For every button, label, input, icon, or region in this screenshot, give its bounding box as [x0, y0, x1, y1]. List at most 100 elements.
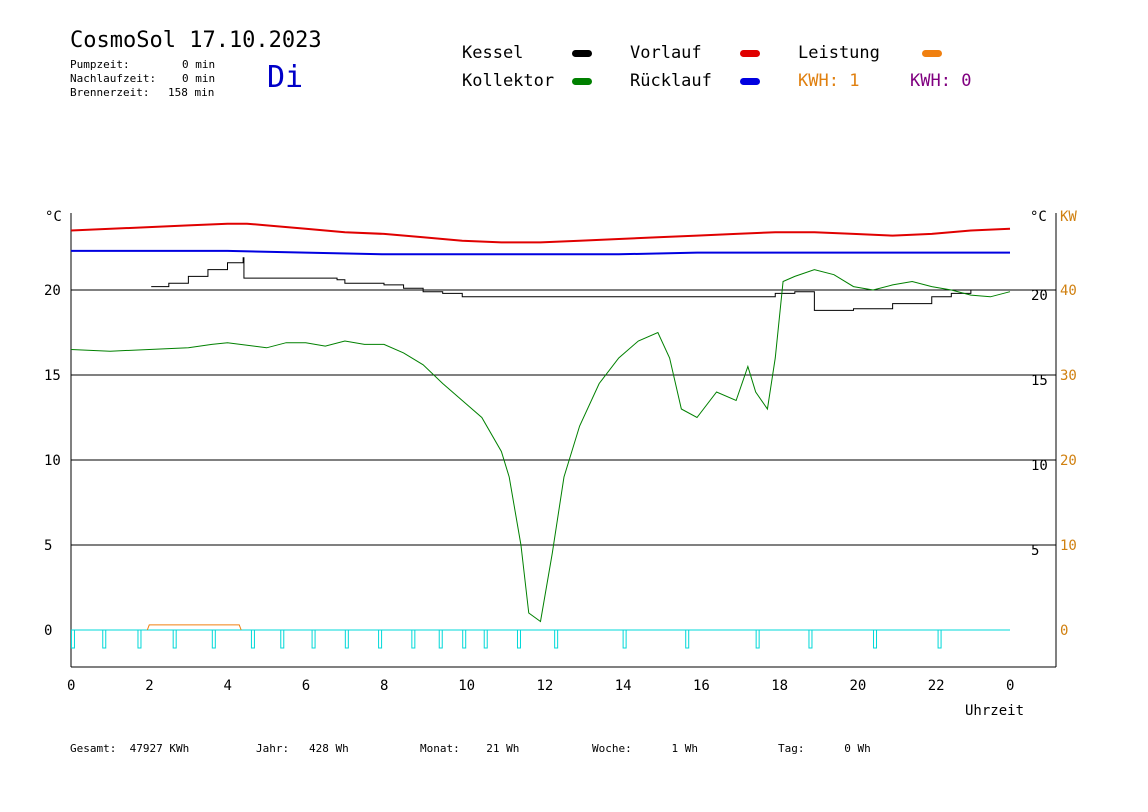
footer-jahr: Jahr: 428 Wh	[256, 742, 349, 755]
pump-pulse	[937, 629, 942, 649]
footer-value: 47927 KWh	[129, 742, 190, 755]
y-tick-label-power: 40	[1060, 283, 1077, 299]
footer-monat: Monat: 21 Wh	[420, 742, 519, 755]
legend-swatch-kessel	[572, 50, 592, 57]
y-tick-label-left: 10	[44, 453, 61, 469]
legend-swatch-ruecklauf	[740, 78, 760, 85]
x-tick-label: 4	[224, 678, 232, 694]
pump-pulse	[808, 629, 813, 649]
footer-value: 0 Wh	[844, 742, 871, 755]
kwh-label: KWH:	[910, 71, 951, 91]
kwh-label: KWH:	[798, 71, 839, 91]
pump-pulse	[873, 629, 878, 649]
y-tick-label-left: 0	[44, 623, 52, 639]
x-tick-label: 8	[380, 678, 388, 694]
stat-nachlaufzeit-value: 0 min	[182, 72, 216, 85]
pump-pulse	[554, 629, 559, 649]
pump-pulse	[755, 629, 760, 649]
series-line-kessel	[151, 257, 991, 311]
pump-pulse	[462, 629, 467, 649]
pump-pulse	[516, 629, 521, 649]
series-line-leistung	[146, 624, 242, 631]
stat-label: Nachlaufzeit:	[70, 72, 157, 85]
series-line-kollektor	[70, 269, 1011, 623]
footer-gesamt: Gesamt: 47927 KWh	[70, 742, 189, 755]
x-tick-label: 0	[1006, 678, 1014, 694]
pump-pulse	[250, 629, 255, 649]
y-tick-label-right: 10	[1031, 458, 1048, 474]
footer-tag: Tag: 0 Wh	[778, 742, 871, 755]
x-axis-label: Uhrzeit	[965, 703, 1024, 719]
legend-label-kessel: Kessel	[462, 43, 524, 63]
stat-nachlaufzeit: Nachlaufzeit:	[70, 72, 156, 85]
y-tick-label-power: 10	[1060, 538, 1077, 554]
pump-pulse	[411, 629, 416, 649]
footer-value: 428 Wh	[309, 742, 349, 755]
legend-label-ruecklauf: Rücklauf	[630, 71, 712, 91]
weekday-label: Di	[267, 60, 304, 95]
y-tick-label-left: 5	[44, 538, 52, 554]
footer-label: Tag:	[778, 742, 805, 755]
footer-label: Jahr:	[256, 742, 290, 755]
x-tick-label: 12	[537, 678, 554, 694]
pump-pulse	[211, 629, 216, 649]
stat-label: Pumpzeit:	[70, 58, 130, 71]
kwh-readout-2: KWH: 0	[910, 71, 971, 91]
x-tick-label: 18	[771, 678, 788, 694]
x-tick-label: 22	[928, 678, 945, 694]
pump-pulse	[344, 629, 349, 649]
pump-pulse	[70, 629, 75, 649]
x-tick-label: 2	[145, 678, 153, 694]
y-tick-label-left: 20	[44, 283, 61, 299]
footer-label: Woche:	[592, 742, 632, 755]
pump-pulse	[483, 629, 488, 649]
stat-brennerzeit: Brennerzeit:	[70, 86, 149, 99]
legend-swatch-kollektor	[572, 78, 592, 85]
pump-pulse	[378, 629, 383, 649]
kwh-readout-1: KWH: 1	[798, 71, 859, 91]
x-tick-label: 20	[850, 678, 867, 694]
legend-label-vorlauf: Vorlauf	[630, 43, 702, 63]
pump-pulse	[137, 629, 142, 649]
legend-label-kollektor: Kollektor	[462, 71, 555, 91]
footer-woche: Woche: 1 Wh	[592, 742, 698, 755]
y-axis-unit-right: °C	[1030, 209, 1047, 225]
legend-swatch-vorlauf	[740, 50, 760, 57]
y-tick-label-right: 5	[1031, 543, 1039, 559]
footer-label: Gesamt:	[70, 742, 117, 755]
y-axis-unit-left: °C	[45, 209, 62, 225]
series-line-ruecklauf	[71, 249, 1010, 256]
y-tick-label-left: 15	[44, 368, 61, 384]
kwh-value: 0	[961, 71, 972, 91]
x-tick-label: 0	[67, 678, 75, 694]
x-tick-label: 10	[458, 678, 475, 694]
footer-value: 1 Wh	[671, 742, 699, 755]
legend-label-leistung: Leistung	[798, 43, 880, 63]
stat-brennerzeit-value: 158 min	[168, 86, 215, 99]
kwh-value: 1	[849, 71, 860, 91]
pump-pulse	[102, 629, 107, 649]
x-tick-label: 6	[302, 678, 310, 694]
page-title: CosmoSol 17.10.2023	[70, 28, 322, 53]
pump-pulse	[622, 629, 627, 649]
pump-pulse	[438, 629, 443, 649]
pump-pulse	[311, 629, 316, 649]
y-tick-label-right: 15	[1031, 373, 1048, 389]
stat-pumpzeit: Pumpzeit:	[70, 58, 130, 71]
pump-pulse	[685, 629, 690, 649]
x-tick-label: 16	[693, 678, 710, 694]
x-tick-label: 14	[615, 678, 632, 694]
legend-swatch-leistung	[922, 50, 942, 57]
y-tick-label-power: 0	[1060, 623, 1068, 639]
y-tick-label-right: 20	[1031, 288, 1048, 304]
stat-label: Brennerzeit:	[70, 86, 150, 99]
series-line-vorlauf	[70, 222, 1011, 244]
pump-pulse	[280, 629, 285, 649]
stat-pumpzeit-value: 0 min	[182, 58, 216, 71]
pump-pulse	[172, 629, 177, 649]
y-axis-unit-power: KW	[1060, 209, 1077, 225]
y-tick-label-power: 20	[1060, 453, 1077, 469]
y-tick-label-power: 30	[1060, 368, 1077, 384]
footer-value: 21 Wh	[486, 742, 520, 755]
